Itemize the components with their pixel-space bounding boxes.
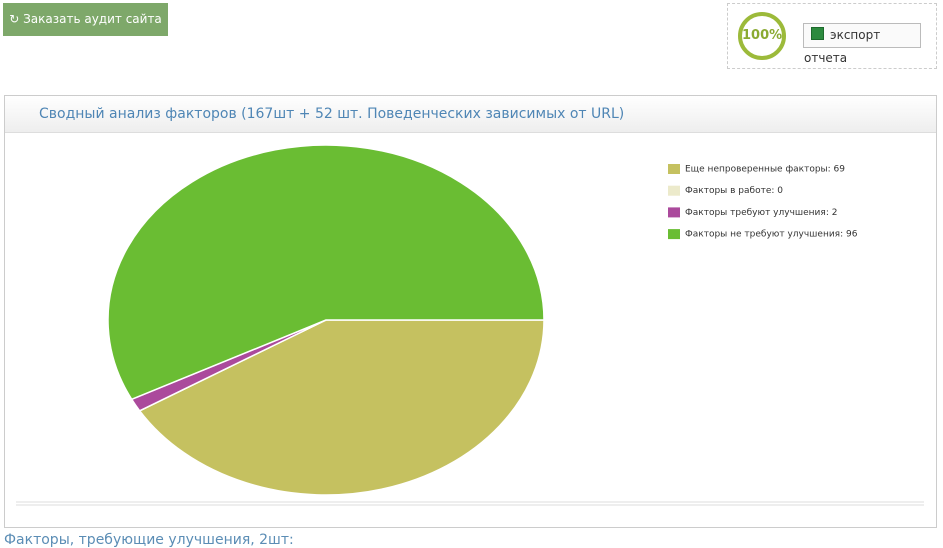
panel: Сводный анализ факторов (167шт + 52 шт. … [4, 95, 937, 528]
audit-button[interactable]: ↻ Заказать аудит сайта [3, 3, 168, 36]
export-button[interactable]: экспорт отчета [803, 23, 921, 65]
legend-swatch [668, 164, 680, 174]
pie-slice [107, 144, 545, 401]
footer-text: Факторы, требующие улучшения, 2шт: [4, 532, 294, 548]
report-box: 100% экспорт отчета [727, 3, 937, 69]
legend-label: Факторы требуют улучшения: 2 [685, 208, 837, 218]
legend-swatch [668, 207, 680, 218]
panel-header: Сводный анализ факторов (167шт + 52 шт. … [5, 96, 936, 133]
legend-swatch [668, 229, 680, 240]
legend-label: Еще непроверенные факторы: 69 [685, 165, 845, 175]
export-label: экспорт отчета [804, 28, 881, 65]
pie-slice [138, 319, 545, 496]
audit-button-label: Заказать аудит сайта [23, 12, 162, 26]
progress-ring: 100% [738, 12, 786, 60]
legend-label: Факторы не требуют улучшения: 96 [685, 230, 858, 240]
legend-swatch [668, 185, 680, 196]
legend-label: Факторы в работе: 0 [685, 186, 783, 196]
